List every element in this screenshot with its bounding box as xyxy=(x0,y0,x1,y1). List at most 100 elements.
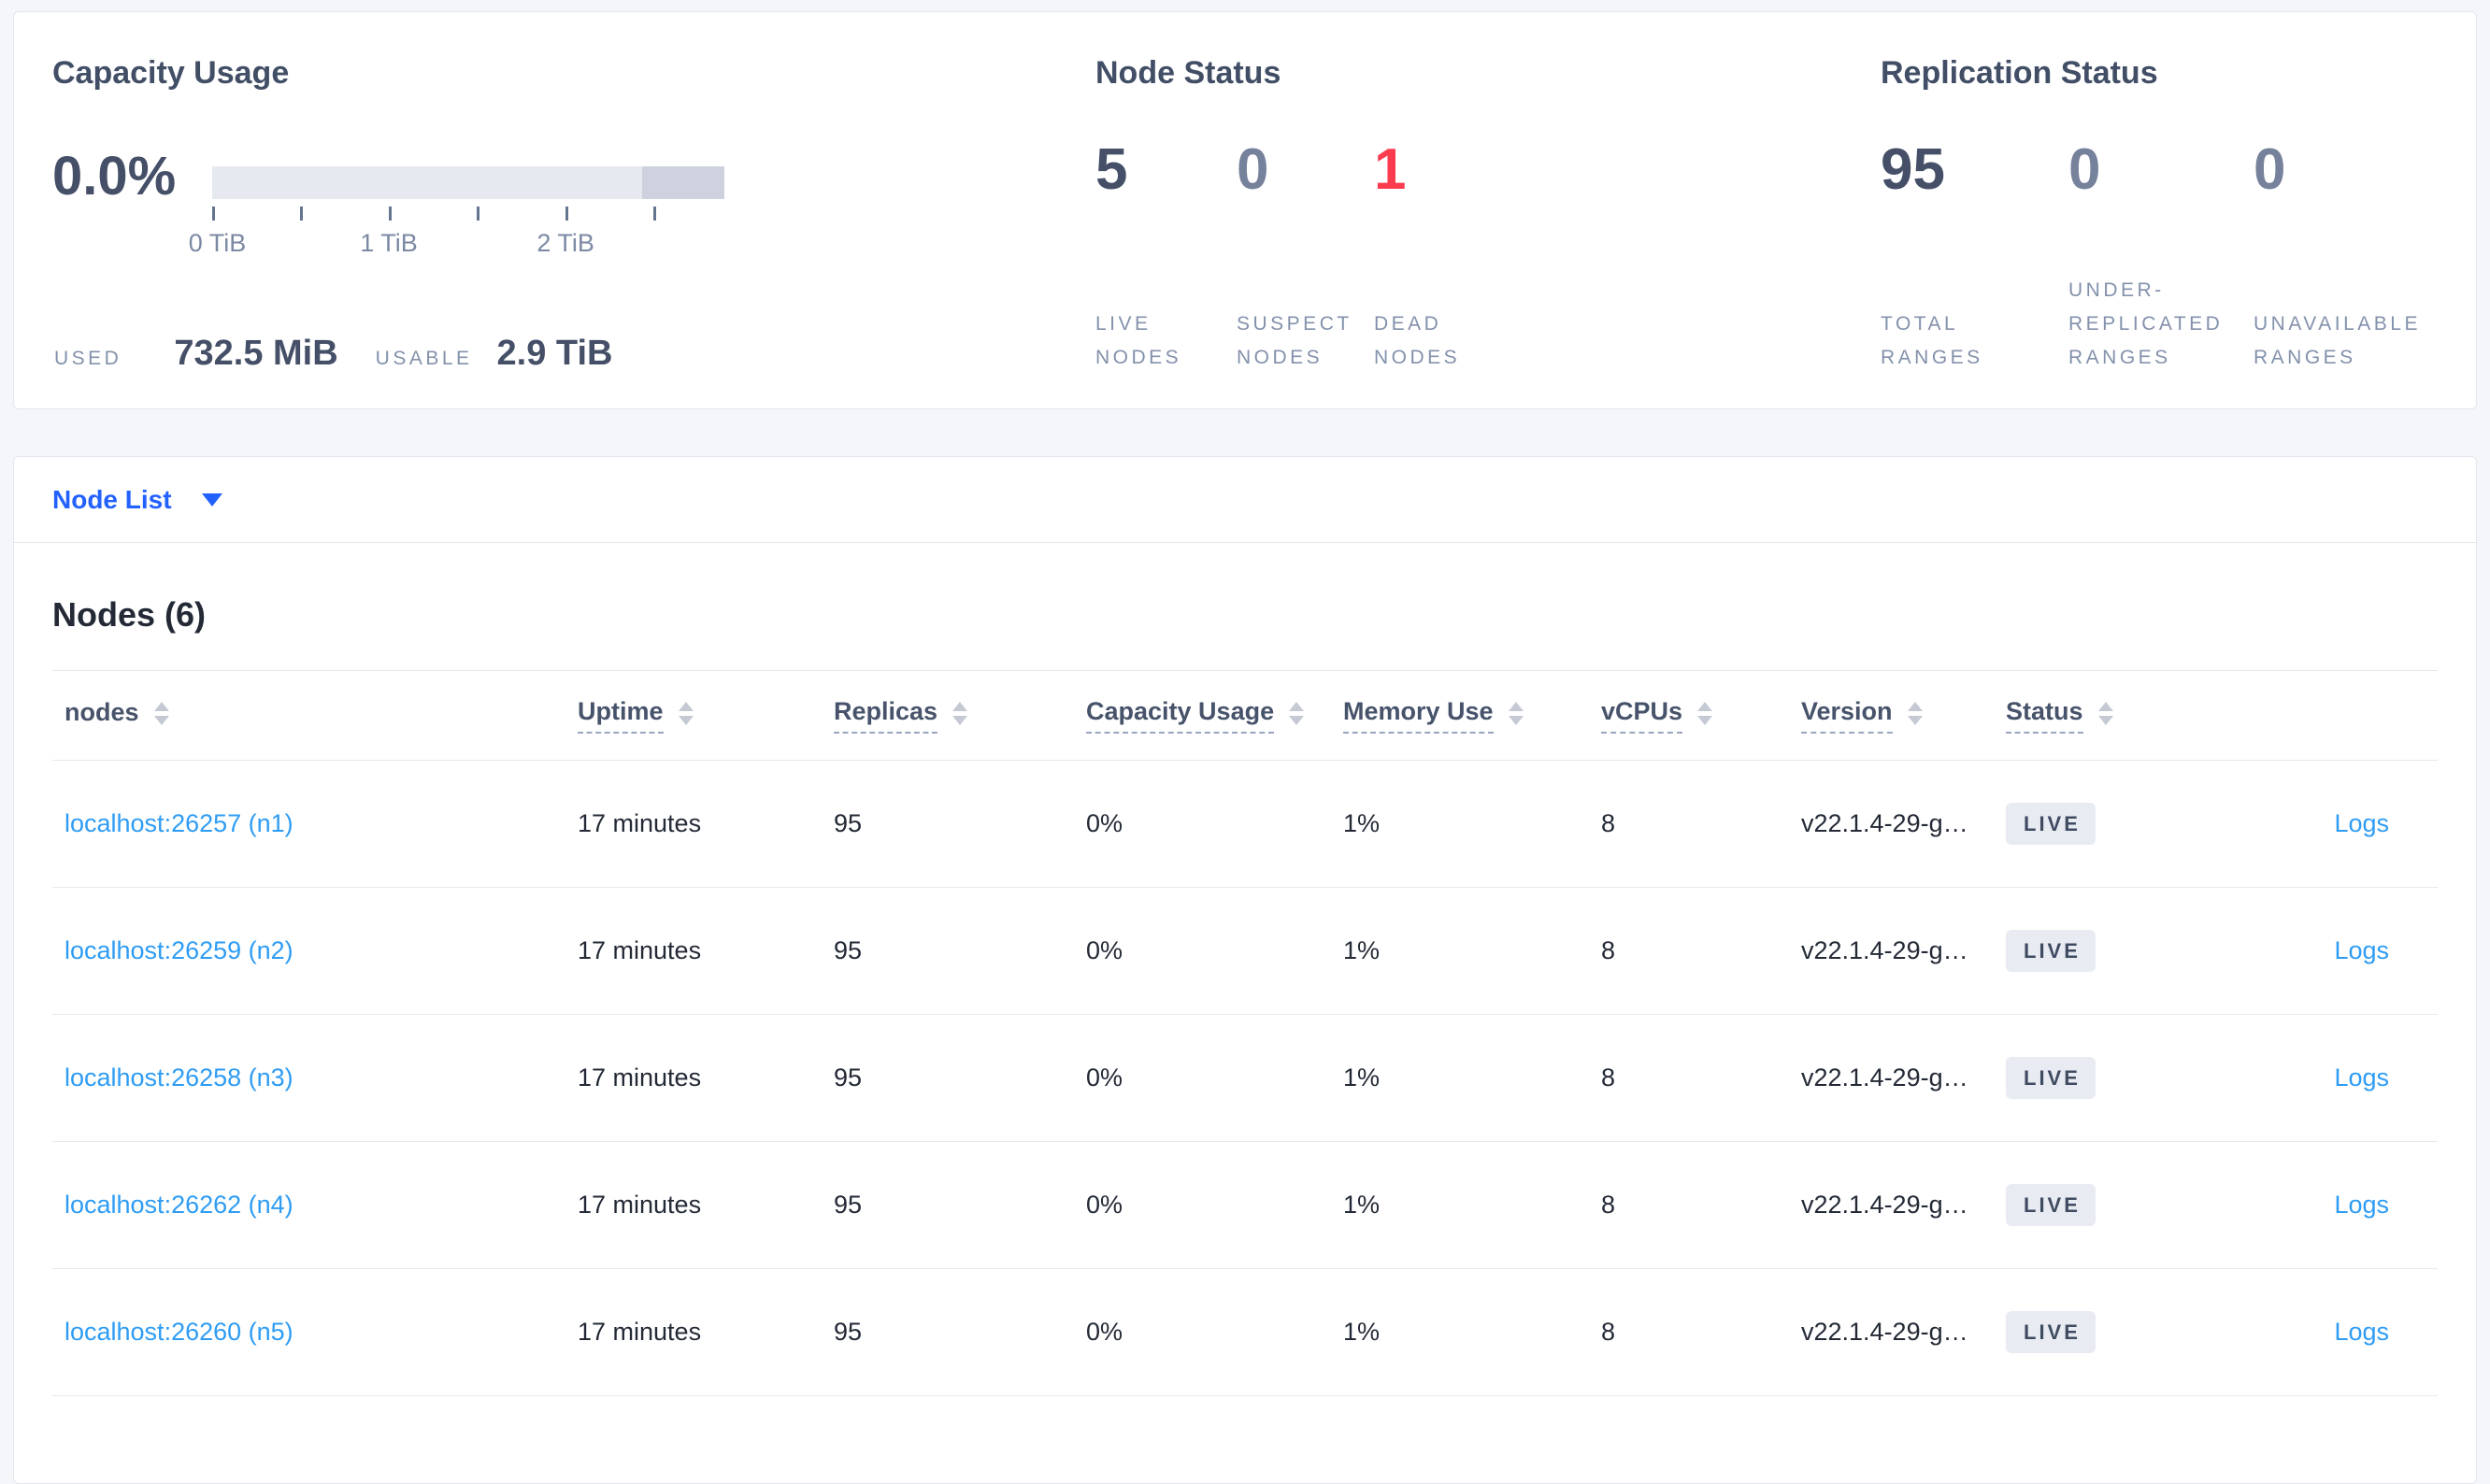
replicas-cell: 95 xyxy=(834,1063,863,1092)
memory-cell: 1% xyxy=(1343,1191,1381,1219)
tick-label-1tib: 1 TiB xyxy=(360,229,418,257)
node-status-title: Node Status xyxy=(1095,55,1281,91)
vcpus-cell: 8 xyxy=(1601,1191,1616,1219)
vcpus-cell: 8 xyxy=(1601,1318,1616,1346)
chevron-down-icon xyxy=(201,492,222,507)
table-row: localhost:26262 (n4) 17 minutes 95 0% 1%… xyxy=(52,1142,2438,1269)
table-row: localhost:26260 (n5) 17 minutes 95 0% 1%… xyxy=(52,1269,2438,1396)
sort-icon xyxy=(1508,702,1524,725)
sort-icon xyxy=(1907,702,1923,725)
live-nodes-value: 5 xyxy=(1095,137,1128,202)
capacity-usage-title: Capacity Usage xyxy=(52,55,290,91)
capacity-usage-bar xyxy=(212,166,724,199)
uptime-cell: 17 minutes xyxy=(578,936,702,964)
vcpus-cell: 8 xyxy=(1601,809,1616,837)
column-header-capacity-usage[interactable]: Capacity Usage xyxy=(1086,671,1343,761)
capacity-cell: 0% xyxy=(1086,1191,1123,1219)
unavailable-ranges-value: 0 xyxy=(2254,137,2286,202)
sort-icon xyxy=(678,702,694,725)
vcpus-cell: 8 xyxy=(1601,936,1616,964)
node-status-stats: 5 LIVE NODES 0 SUSPECT NODES 1 DEAD NODE… xyxy=(1095,141,1542,375)
total-ranges-label: TOTAL RANGES xyxy=(1881,313,1983,368)
live-nodes-label: LIVE NODES xyxy=(1095,313,1182,368)
logs-link[interactable]: Logs xyxy=(2334,809,2389,837)
uptime-cell: 17 minutes xyxy=(578,1063,702,1092)
tick-label-2tib: 2 TiB xyxy=(537,229,594,257)
node-link[interactable]: localhost:26262 (n4) xyxy=(64,1191,293,1219)
used-label: USED xyxy=(54,348,122,369)
table-header-row: nodes Uptime Replicas Capacity Usage xyxy=(52,670,2438,761)
memory-cell: 1% xyxy=(1343,1318,1381,1346)
capacity-cell: 0% xyxy=(1086,809,1123,837)
sort-icon xyxy=(2097,702,2113,725)
vcpus-cell: 8 xyxy=(1601,1063,1616,1092)
suspect-nodes-stat: 0 SUSPECT NODES xyxy=(1237,141,1374,375)
usable-value: 2.9 TiB xyxy=(496,334,613,373)
dead-nodes-value: 1 xyxy=(1374,137,1407,202)
capacity-usage-percent: 0.0% xyxy=(52,146,177,207)
sort-icon xyxy=(952,702,968,725)
replicas-cell: 95 xyxy=(834,1318,863,1346)
nodes-table-section: Nodes (6) nodes Uptime xyxy=(14,595,2476,1396)
table-row: localhost:26257 (n1) 17 minutes 95 0% 1%… xyxy=(52,761,2438,888)
unavailable-ranges-stat: 0 UNAVAILABLE RANGES xyxy=(2254,141,2459,375)
status-badge: LIVE xyxy=(2006,1311,2096,1353)
column-header-nodes[interactable]: nodes xyxy=(52,671,578,761)
logs-link[interactable]: Logs xyxy=(2334,1063,2389,1092)
replicas-cell: 95 xyxy=(834,936,863,964)
node-link[interactable]: localhost:26257 (n1) xyxy=(64,809,293,837)
column-header-logs-spacer xyxy=(2197,671,2438,761)
memory-cell: 1% xyxy=(1343,1063,1381,1092)
memory-cell: 1% xyxy=(1343,936,1381,964)
replication-status-title: Replication Status xyxy=(1881,55,2158,91)
status-badge: LIVE xyxy=(2006,930,2096,972)
total-ranges-value: 95 xyxy=(1881,137,1945,202)
logs-link[interactable]: Logs xyxy=(2334,1191,2389,1219)
column-header-vcpus[interactable]: vCPUs xyxy=(1601,671,1801,761)
capacity-bar-tick-labels: 0 TiB 1 TiB 2 TiB xyxy=(189,229,724,257)
logs-link[interactable]: Logs xyxy=(2334,1318,2389,1346)
under-replicated-ranges-value: 0 xyxy=(2068,137,2101,202)
node-link[interactable]: localhost:26260 (n5) xyxy=(64,1318,293,1346)
node-list-selector-label: Node List xyxy=(52,484,172,514)
capacity-used-usable-row: USED 732.5 MiB USABLE 2.9 TiB xyxy=(54,334,612,374)
cluster-summary-card: Capacity Usage 0.0% 0 TiB 1 TiB 2 TiB US… xyxy=(13,11,2477,409)
node-link[interactable]: localhost:26259 (n2) xyxy=(64,936,293,964)
column-header-status[interactable]: Status xyxy=(2006,671,2197,761)
tick-label-0tib: 0 TiB xyxy=(188,229,247,257)
column-header-replicas[interactable]: Replicas xyxy=(834,671,1086,761)
version-cell: v22.1.4-29-g… xyxy=(1801,1191,1968,1219)
used-value: 732.5 MiB xyxy=(174,334,338,373)
under-replicated-ranges-stat: 0 UNDER-REPLICATED RANGES xyxy=(2068,141,2254,375)
capacity-bar-ticks xyxy=(212,207,724,221)
status-badge: LIVE xyxy=(2006,803,2096,845)
nodes-table: nodes Uptime Replicas Capacity Usage xyxy=(52,670,2438,1396)
version-cell: v22.1.4-29-g… xyxy=(1801,1063,1968,1092)
memory-cell: 1% xyxy=(1343,809,1381,837)
dead-nodes-label: DEAD NODES xyxy=(1374,313,1461,368)
version-cell: v22.1.4-29-g… xyxy=(1801,809,1968,837)
node-list-selector[interactable]: Node List xyxy=(14,457,2476,543)
uptime-cell: 17 minutes xyxy=(578,809,702,837)
node-link[interactable]: localhost:26258 (n3) xyxy=(64,1063,293,1092)
version-cell: v22.1.4-29-g… xyxy=(1801,936,1968,964)
uptime-cell: 17 minutes xyxy=(578,1318,702,1346)
column-header-version[interactable]: Version xyxy=(1801,671,2006,761)
under-replicated-ranges-label: UNDER-REPLICATED RANGES xyxy=(2068,279,2224,368)
replicas-cell: 95 xyxy=(834,809,863,837)
logs-link[interactable]: Logs xyxy=(2334,936,2389,964)
capacity-cell: 0% xyxy=(1086,1318,1123,1346)
capacity-bar-darker-segment xyxy=(642,166,724,199)
status-badge: LIVE xyxy=(2006,1057,2096,1099)
table-row: localhost:26259 (n2) 17 minutes 95 0% 1%… xyxy=(52,888,2438,1015)
column-header-uptime[interactable]: Uptime xyxy=(578,671,834,761)
nodes-card: Node List Nodes (6) nodes Uptime xyxy=(13,456,2477,1484)
live-nodes-stat: 5 LIVE NODES xyxy=(1095,141,1237,375)
column-header-memory-use[interactable]: Memory Use xyxy=(1343,671,1601,761)
suspect-nodes-label: SUSPECT NODES xyxy=(1237,313,1352,368)
table-row: localhost:26258 (n3) 17 minutes 95 0% 1%… xyxy=(52,1015,2438,1142)
replication-status-stats: 95 TOTAL RANGES 0 UNDER-REPLICATED RANGE… xyxy=(1881,141,2459,375)
capacity-cell: 0% xyxy=(1086,1063,1123,1092)
dead-nodes-stat: 1 DEAD NODES xyxy=(1374,141,1542,375)
suspect-nodes-value: 0 xyxy=(1237,137,1269,202)
